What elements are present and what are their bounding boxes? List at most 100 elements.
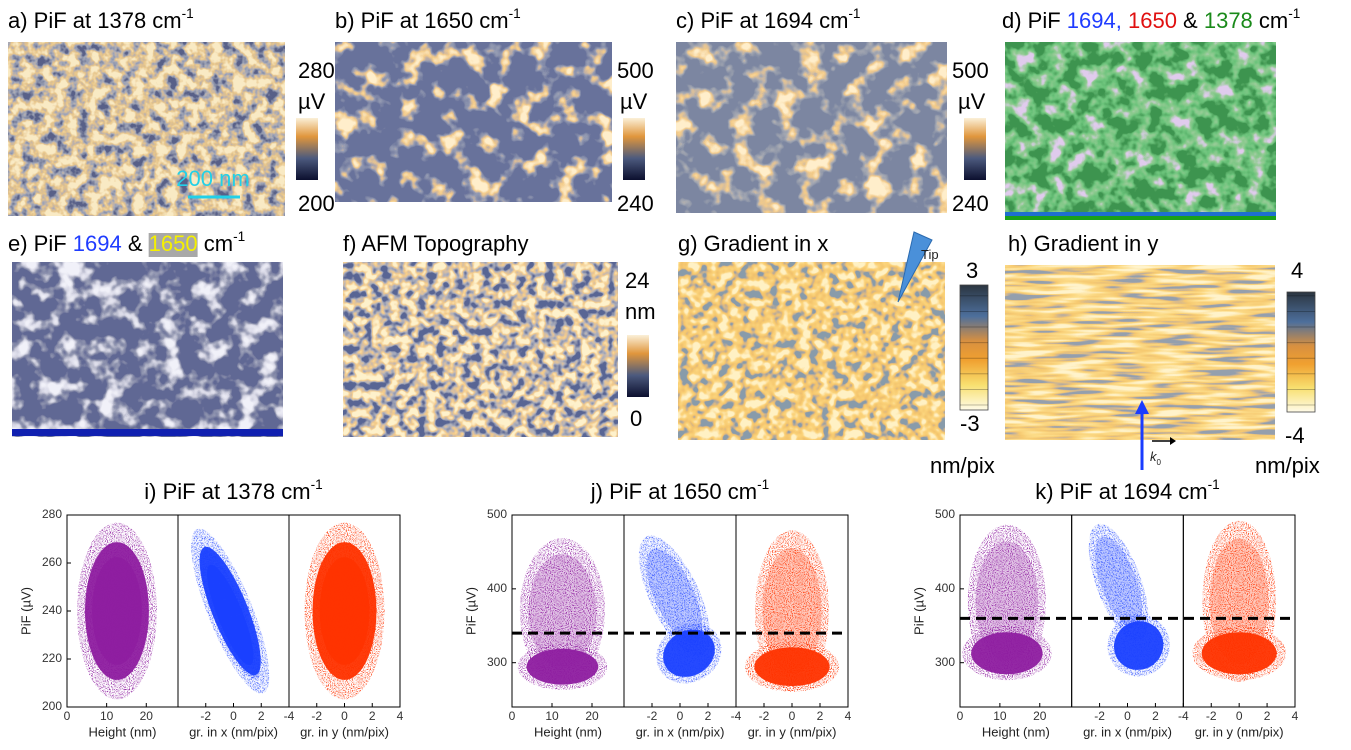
plot-title: i) PiF at 1378 cm-1 [144, 477, 322, 504]
y-tick-label: 220 [42, 651, 62, 665]
map-image [8, 42, 285, 216]
panel-title: e) PiF 1694 & 1650 cm-1 [8, 229, 245, 256]
point-cloud-core [526, 648, 599, 685]
text-part: h) Gradient in y [1008, 231, 1158, 256]
x-tick-label: 10 [100, 709, 114, 723]
text-part: -1 [1288, 6, 1300, 21]
colorbar-min: 240 [952, 191, 989, 216]
y-axis-label: PiF (µV) [18, 587, 33, 635]
point-cloud-core [754, 647, 830, 687]
text-part: -1 [757, 477, 769, 492]
x-tick-label: -2 [1094, 709, 1105, 723]
colorbar-min: -4 [1285, 423, 1305, 448]
y-tick-label: 240 [42, 603, 62, 617]
y-tick-label: 260 [42, 555, 62, 569]
scale-bar-label: 200 nm [176, 166, 249, 191]
x-tick-label: 0 [1124, 709, 1131, 723]
x-tick-label: 0 [1236, 709, 1243, 723]
x-tick-label: -2 [647, 709, 658, 723]
x-tick-label: 20 [585, 709, 599, 723]
colorbar-min: 240 [617, 191, 654, 216]
x-tick-label: 10 [545, 709, 559, 723]
x-tick-label: 4 [397, 709, 404, 723]
point-cloud-core [206, 564, 254, 666]
colorbar-max: 24 [625, 268, 649, 293]
x-tick-label: 0 [64, 709, 71, 723]
subplot-frame [288, 514, 401, 708]
text-part: f) AFM Topography [343, 231, 528, 256]
text-part: k) PiF at 1694 cm [1035, 479, 1207, 504]
x-tick-label: -2 [200, 709, 211, 723]
text-part: -1 [848, 6, 860, 21]
text-part: e) PiF [8, 231, 73, 256]
y-tick-label: 500 [487, 507, 507, 521]
colorbar-max: 3 [966, 258, 978, 283]
tip-label: Tip [921, 247, 939, 262]
colorbar-unit: µV [298, 89, 326, 114]
panel-title: f) AFM Topography [343, 231, 528, 256]
x-tick-label: -4 [1178, 709, 1189, 723]
text-part: b) PiF at 1650 cm [335, 8, 509, 33]
panel-title: h) Gradient in y [1008, 231, 1158, 256]
plot-title: j) PiF at 1650 cm-1 [590, 477, 769, 504]
point-cloud-core [646, 548, 703, 643]
colorbar-max: 500 [617, 58, 654, 83]
x-tick-label: -2 [311, 709, 322, 723]
text-part: 1378 [1204, 8, 1253, 33]
panel-title: a) PiF at 1378 cm-1 [8, 6, 194, 33]
map-strip [1005, 212, 1276, 216]
y-axis-label: PiF (µV) [911, 587, 926, 635]
map-strip [12, 429, 283, 436]
point-cloud-core [92, 557, 142, 665]
x-tick-label: 2 [1152, 709, 1159, 723]
text-part: 0 [1157, 458, 1162, 467]
colorbar [623, 118, 645, 180]
x-tick-label: 0 [677, 709, 684, 723]
x-axis-label: gr. in x (nm/pix) [1083, 724, 1172, 739]
k0-vector-head [1170, 437, 1176, 445]
colorbar-max: 500 [952, 58, 989, 83]
colorbar-unit: µV [620, 89, 648, 114]
map-image [335, 42, 612, 202]
point-cloud-core [762, 548, 822, 674]
text-part: g) Gradient in x [678, 231, 828, 256]
x-tick-label: 0 [957, 709, 964, 723]
x-tick-label: 2 [705, 709, 712, 723]
k0-label: k0 [1150, 449, 1162, 466]
point-cloud-core [1095, 536, 1143, 628]
y-axis-label: PiF (µV) [463, 587, 478, 635]
point-cloud-core [319, 557, 370, 665]
panel-title: g) Gradient in x [678, 231, 828, 256]
text-part: c) PiF at 1694 cm [676, 8, 848, 33]
x-tick-label: 2 [258, 709, 265, 723]
point-cloud-core [971, 632, 1043, 675]
x-tick-label: 4 [1292, 709, 1299, 723]
x-tick-label: 2 [1264, 709, 1271, 723]
y-tick-label: 200 [42, 699, 62, 713]
colorbar-max: 280 [298, 58, 335, 83]
text-highlight [148, 233, 198, 257]
y-tick-label: 280 [42, 507, 62, 521]
colorbar [627, 335, 649, 397]
x-tick-label: 0 [789, 709, 796, 723]
text-part: 1694 [73, 231, 122, 256]
y-tick-label: 300 [935, 655, 955, 669]
panel-title: b) PiF at 1650 cm-1 [335, 6, 521, 33]
text-part: 1694, [1067, 8, 1122, 33]
text-part: -1 [311, 477, 323, 492]
x-axis-label: Height (nm) [534, 724, 602, 739]
colorbar-unit: nm/pix [1255, 453, 1320, 478]
y-tick-label: 300 [487, 655, 507, 669]
panel-title: c) PiF at 1694 cm-1 [676, 6, 861, 33]
text-part: d) PiF [1002, 8, 1067, 33]
x-tick-label: -4 [731, 709, 742, 723]
x-tick-label: -4 [284, 709, 295, 723]
map-image [676, 42, 947, 213]
y-tick-label: 500 [935, 507, 955, 521]
x-tick-label: 2 [817, 709, 824, 723]
text-part: & [122, 231, 149, 256]
x-tick-label: 20 [1033, 709, 1047, 723]
text-part: cm [1253, 8, 1288, 33]
x-axis-label: gr. in y (nm/pix) [748, 724, 837, 739]
